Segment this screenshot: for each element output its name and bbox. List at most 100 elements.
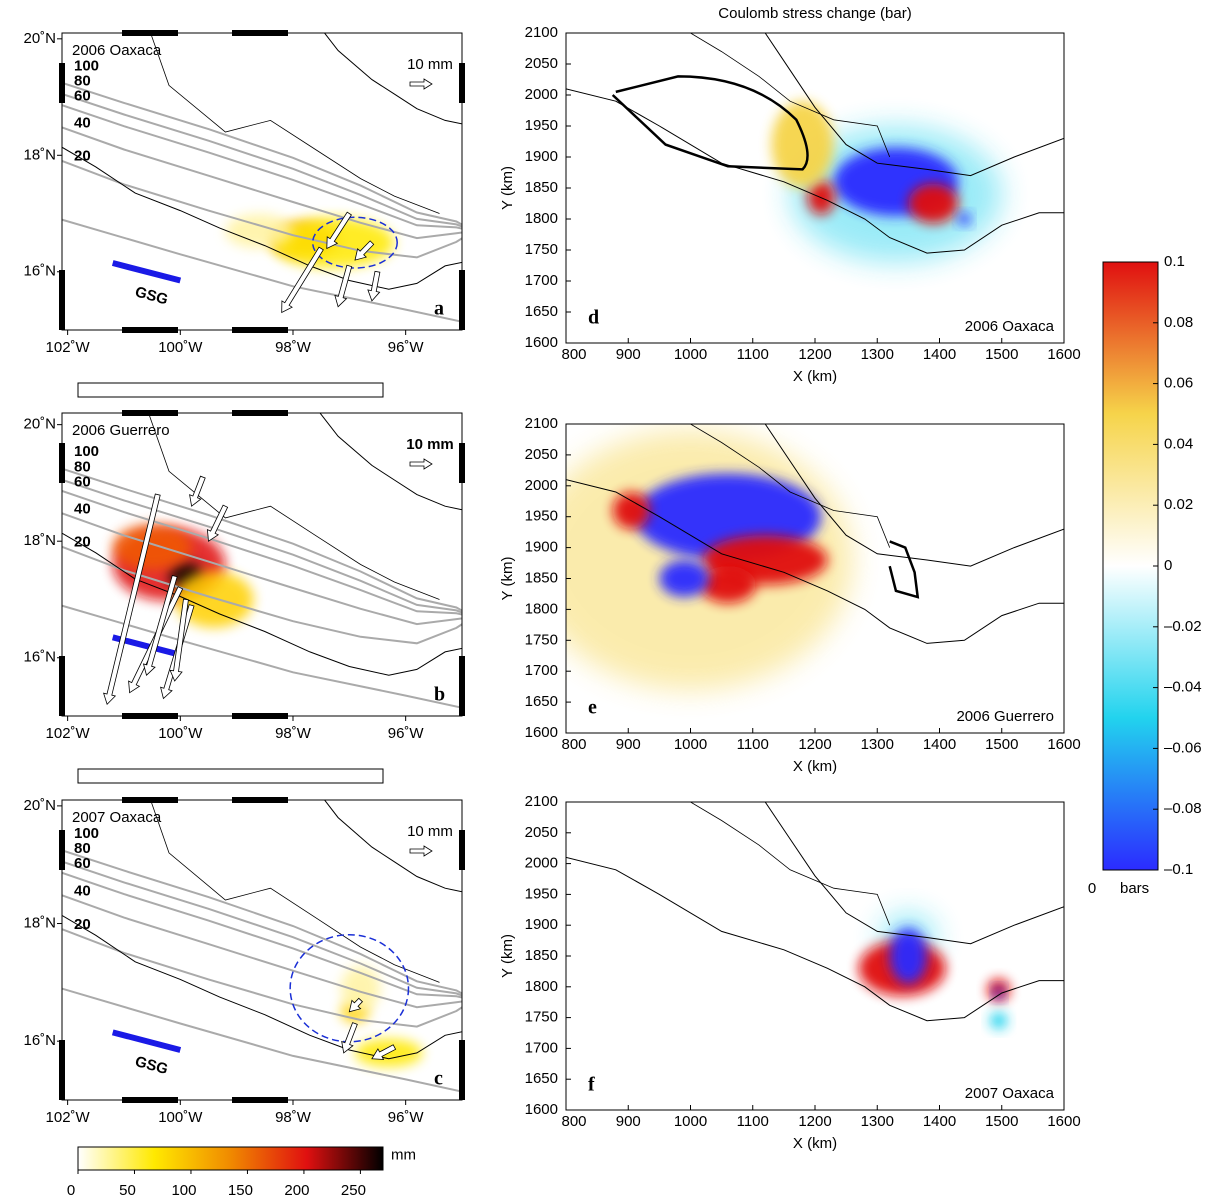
colorbar-label: 200 xyxy=(284,1182,309,1199)
stress-patch xyxy=(659,559,710,598)
map-frame xyxy=(61,32,463,331)
y-tick-label: 1650 xyxy=(525,303,558,320)
slab-contour xyxy=(62,928,462,1028)
gsg-segment xyxy=(111,1029,182,1053)
contour-label: 80 xyxy=(74,458,91,475)
y-tick-label: 1900 xyxy=(525,916,558,933)
x-tick-label: 98˚W xyxy=(275,725,312,742)
stress-patch xyxy=(993,986,1004,1000)
chart-title: Coulomb stress change (bar) xyxy=(718,5,911,22)
frame-bar xyxy=(59,830,65,870)
contour-label: 80 xyxy=(74,72,91,89)
x-tick-label: 1600 xyxy=(1047,346,1080,363)
stress-field xyxy=(566,802,1064,1030)
y-tick-label: 2050 xyxy=(525,55,558,72)
x-tick-label: 96˚W xyxy=(388,339,425,356)
frame-bar xyxy=(459,830,465,870)
slip-contour xyxy=(311,216,398,269)
x-tick-label: 1500 xyxy=(985,346,1018,363)
y-tick-label: 20˚N xyxy=(23,30,56,47)
x-tick-label: 1400 xyxy=(923,346,956,363)
x-tick-label: 102˚W xyxy=(46,339,91,356)
slab-contour xyxy=(62,860,462,997)
colorbar-label: –0.02 xyxy=(1164,618,1202,635)
coastline xyxy=(566,856,1064,1022)
slab-contour xyxy=(62,871,462,999)
coastline xyxy=(62,146,462,290)
scale-label: 10 mm xyxy=(407,56,453,73)
trench-label: GSG xyxy=(133,283,170,308)
x-tick-label: 900 xyxy=(616,1113,641,1130)
frame-bar xyxy=(122,1097,178,1103)
x-tick-label: 1400 xyxy=(923,736,956,753)
y-tick-label: 2100 xyxy=(525,24,558,41)
panel-letter: f xyxy=(588,1074,595,1096)
y-tick-label: 1750 xyxy=(525,631,558,648)
x-tick-label: 98˚W xyxy=(275,1109,312,1126)
y-tick-label: 1950 xyxy=(525,117,558,134)
x-tick-label: 900 xyxy=(616,736,641,753)
contour-label: 100 xyxy=(74,57,99,74)
slab-contour xyxy=(62,849,462,995)
scale-arrow xyxy=(409,845,433,857)
gps-vector xyxy=(371,1044,397,1060)
map-area xyxy=(62,413,462,709)
frame-bar xyxy=(232,410,288,416)
colorbar-label: 250 xyxy=(341,1182,366,1199)
trench xyxy=(62,604,462,709)
frame-bar xyxy=(59,656,65,716)
x-tick-label: 1300 xyxy=(861,736,894,753)
x-tick-label: 98˚W xyxy=(275,339,312,356)
colorbar-corner-label: 0 xyxy=(1088,880,1096,897)
border xyxy=(690,802,891,926)
receiver-outline xyxy=(611,75,809,171)
y-tick-label: 1600 xyxy=(525,724,558,741)
contour-label: 100 xyxy=(74,443,99,460)
frame-bar xyxy=(122,30,178,36)
stress-patch xyxy=(889,928,928,984)
contour-label: 100 xyxy=(74,825,99,842)
y-tick-label: 1700 xyxy=(525,272,558,289)
stress-patch xyxy=(612,491,651,530)
frame-bar xyxy=(232,30,288,36)
x-tick-label: 96˚W xyxy=(388,1109,425,1126)
x-tick-label: 1200 xyxy=(798,1113,831,1130)
coastline xyxy=(323,800,462,893)
y-tick-label: 2050 xyxy=(525,446,558,463)
frame-bar xyxy=(59,270,65,330)
x-tick-label: 100˚W xyxy=(158,339,203,356)
x-tick-label: 100˚W xyxy=(158,1109,203,1126)
frame-bar xyxy=(122,410,178,416)
frame-bar xyxy=(122,713,178,719)
gps-vector xyxy=(334,264,353,308)
slab-contour xyxy=(62,478,462,614)
y-tick-label: 18˚N xyxy=(23,532,56,549)
y-axis-label: Y (km) xyxy=(499,934,516,978)
y-tick-label: 1600 xyxy=(525,334,558,351)
contour-label: 40 xyxy=(74,882,91,899)
colorbar-unit: bars xyxy=(1120,880,1149,897)
colorbar-label: 0 xyxy=(1164,557,1172,574)
coastline xyxy=(62,532,462,676)
x-tick-label: 1400 xyxy=(923,1113,956,1130)
panel-title: 2007 Oaxaca xyxy=(72,809,162,826)
colorbar-label: 0.06 xyxy=(1164,375,1193,392)
y-axis-label: Y (km) xyxy=(499,557,516,601)
y-tick-label: 1700 xyxy=(525,662,558,679)
y-tick-label: 1750 xyxy=(525,1009,558,1026)
y-tick-label: 1750 xyxy=(525,241,558,258)
colorbar-label: 0.08 xyxy=(1164,314,1193,331)
colorbar-label: –0.04 xyxy=(1164,679,1202,696)
coastline xyxy=(566,479,1064,644)
frame-bar xyxy=(459,270,465,330)
y-tick-label: 20˚N xyxy=(23,416,56,433)
x-tick-label: 1300 xyxy=(861,1113,894,1130)
y-tick-label: 18˚N xyxy=(23,146,56,163)
contour-label: 40 xyxy=(74,114,91,131)
y-tick-label: 1950 xyxy=(525,885,558,902)
contour-label: 60 xyxy=(74,473,91,490)
map-area xyxy=(62,800,462,1093)
colorbar-label: 50 xyxy=(119,1182,136,1199)
coastline xyxy=(323,33,462,125)
panel-title: 2006 Oaxaca xyxy=(965,318,1055,335)
